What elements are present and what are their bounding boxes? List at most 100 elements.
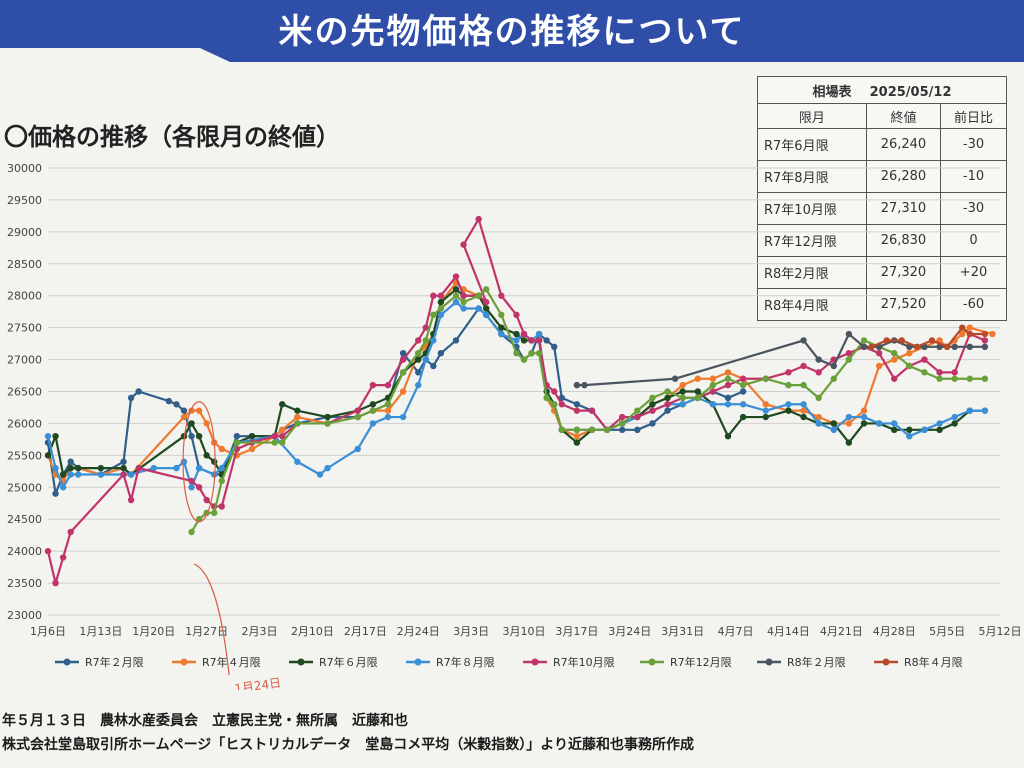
legend-swatch-marker <box>180 658 188 666</box>
col-change: 前日比 <box>940 103 1007 129</box>
data-point <box>44 547 52 555</box>
data-point <box>588 426 596 434</box>
data-point <box>399 413 407 421</box>
data-point <box>739 401 747 408</box>
data-point <box>135 464 142 472</box>
x-tick-label: 1月13日 <box>79 625 122 638</box>
data-point <box>369 381 377 389</box>
data-point <box>430 292 437 299</box>
data-point <box>475 305 482 312</box>
data-point <box>830 362 837 370</box>
data-point <box>369 420 377 427</box>
x-tick-label: 3月17日 <box>555 625 598 638</box>
data-point <box>218 477 225 485</box>
legend-item-label: R7年４月限 <box>202 655 261 669</box>
x-tick-label: 3月31日 <box>661 625 704 638</box>
data-point <box>399 349 407 357</box>
data-point <box>384 381 392 389</box>
data-point <box>815 420 822 427</box>
data-point <box>294 413 301 421</box>
y-tick-label: 29000 <box>7 226 42 239</box>
data-point <box>430 311 437 319</box>
data-point <box>354 407 361 414</box>
data-point <box>384 413 392 421</box>
data-point <box>671 375 679 382</box>
data-point <box>891 356 898 363</box>
data-point <box>415 337 422 344</box>
data-point <box>875 349 883 357</box>
handwritten-note: 1月24日 <box>234 676 282 690</box>
market-table: 相場表 2025/05/12 限月 終値 前日比 R7年6月限 26,240 -30… <box>757 76 1007 321</box>
data-point <box>664 388 671 395</box>
data-point <box>588 407 596 414</box>
x-tick-label: 1月6日 <box>30 625 66 638</box>
data-point <box>619 426 626 434</box>
price-line-chart: 23000 23500 24000 24500 25000 25500 26000 26500… <box>7 162 1022 690</box>
data-point <box>815 394 822 402</box>
data-point <box>603 426 611 434</box>
data-point <box>981 330 989 338</box>
data-point <box>271 433 278 440</box>
legend-item-label: R8年２月限 <box>787 655 846 669</box>
data-point <box>430 362 437 370</box>
data-point <box>452 298 460 306</box>
x-tick-label: 4月21日 <box>820 625 863 638</box>
data-point <box>724 381 732 389</box>
data-point <box>203 452 210 459</box>
data-point <box>694 394 701 402</box>
y-tick-label: 26000 <box>7 417 42 430</box>
data-point <box>135 388 142 395</box>
data-point <box>830 420 837 427</box>
data-point <box>762 407 769 414</box>
data-point <box>195 433 203 440</box>
data-point <box>845 439 853 446</box>
data-point <box>762 413 769 421</box>
legend-swatch-marker <box>765 658 773 666</box>
data-point <box>966 375 973 382</box>
data-point <box>195 516 203 523</box>
data-point <box>369 401 377 408</box>
data-point <box>800 362 807 370</box>
data-point <box>188 433 195 440</box>
x-tick-label: 4月14日 <box>767 625 810 638</box>
market-table-caption: 相場表 2025/05/12 <box>757 76 1007 104</box>
data-point <box>860 343 868 350</box>
x-tick-label: 4月28日 <box>873 625 916 638</box>
x-tick-label: 1月27日 <box>185 625 228 638</box>
data-point <box>573 426 581 434</box>
data-point <box>248 445 256 453</box>
data-point <box>127 471 135 478</box>
data-point <box>951 413 958 421</box>
data-point <box>44 452 52 459</box>
data-point <box>483 298 490 306</box>
data-point <box>634 407 641 414</box>
data-point <box>619 420 626 427</box>
data-point <box>785 407 792 414</box>
data-point <box>739 413 747 421</box>
data-point <box>67 458 74 465</box>
data-point <box>724 375 732 382</box>
legend-swatch-marker <box>882 658 890 666</box>
data-point <box>800 407 807 414</box>
data-point <box>528 337 535 344</box>
data-point <box>460 292 467 299</box>
data-point <box>75 464 82 472</box>
data-point <box>543 394 550 402</box>
data-point <box>535 330 543 338</box>
data-point <box>634 426 641 434</box>
data-point <box>430 337 437 344</box>
y-tick-label: 24000 <box>7 545 42 558</box>
data-point <box>195 464 203 472</box>
x-tick-label: 3月3日 <box>453 625 489 638</box>
legend-swatch-marker <box>648 658 656 666</box>
table-row: R8年2月限 27,320 +20 <box>757 256 1007 289</box>
data-point <box>218 445 225 453</box>
data-point <box>415 349 422 357</box>
y-tick-label: 23000 <box>7 609 42 622</box>
legend-item-label: R7年12月限 <box>670 655 732 669</box>
data-point <box>694 388 701 395</box>
data-point <box>279 439 286 446</box>
data-point <box>218 464 225 472</box>
x-tick-label: 5月5日 <box>929 625 965 638</box>
data-point <box>551 343 558 350</box>
